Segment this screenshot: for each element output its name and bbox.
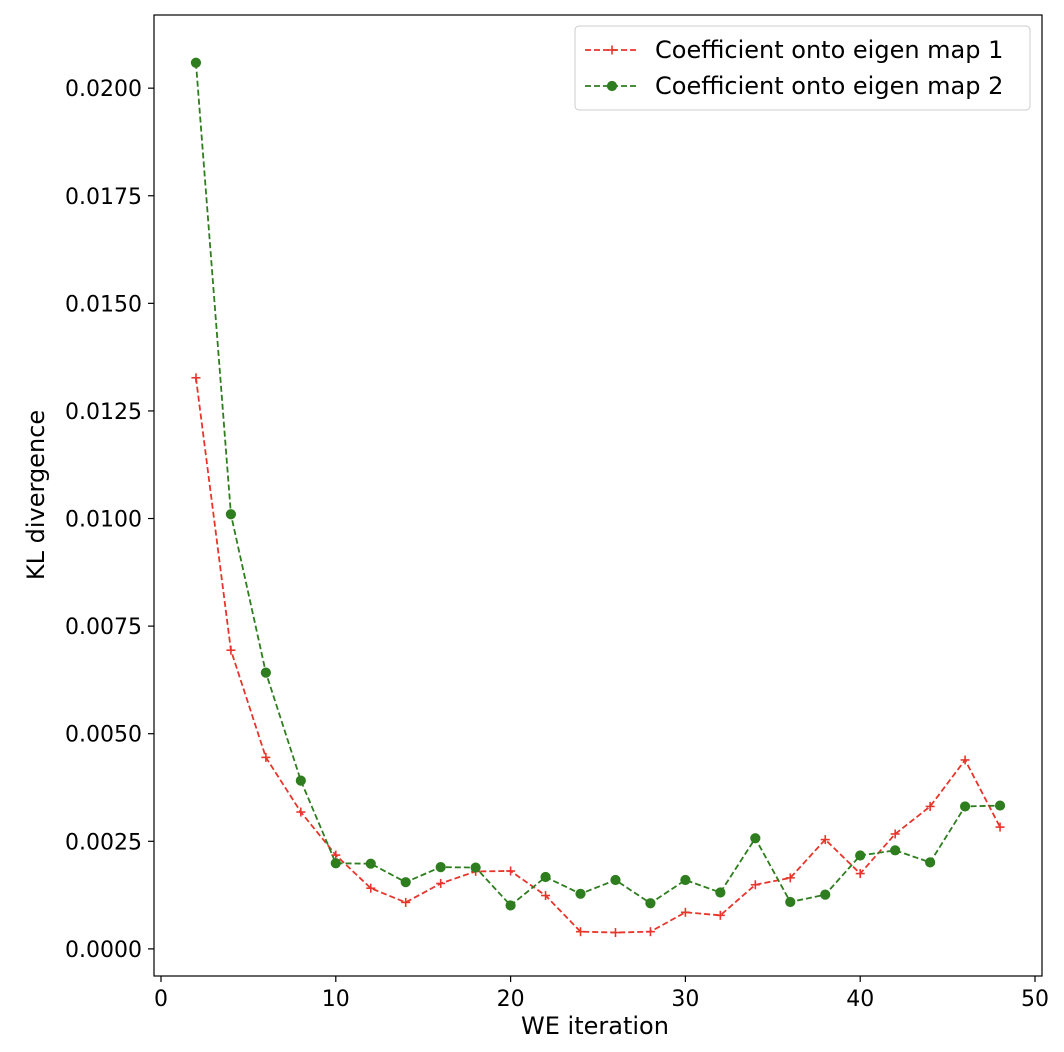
series-layer: [190, 57, 1006, 938]
legend-box: [574, 25, 1031, 111]
series-line-2: [195, 62, 1001, 907]
x-tick-label: 30: [671, 987, 699, 1012]
data-point-series-1: [995, 822, 1005, 832]
data-point-series-1: [855, 869, 865, 879]
x-axis-label: WE iteration: [521, 1012, 669, 1040]
data-point-series-1: [401, 897, 411, 907]
legend-label-2: Coefficient onto eigen map 2: [655, 72, 1003, 100]
legend-entries: Coefficient onto eigen map 1 Coefficient …: [585, 36, 1003, 100]
data-point-series-2: [750, 833, 761, 844]
x-tick-label: 0: [154, 987, 168, 1012]
x-tick-label: 50: [1021, 987, 1049, 1012]
y-axis-label: KL divergence: [22, 410, 50, 580]
data-point-series-2: [855, 850, 866, 861]
x-tick-label: 20: [497, 987, 525, 1012]
data-point-series-2: [820, 889, 831, 900]
data-point-series-2: [435, 862, 446, 873]
data-point-series-2: [715, 887, 726, 898]
data-point-series-1: [226, 645, 236, 655]
legend-marker-1: [607, 45, 617, 55]
data-point-series-2: [785, 896, 796, 908]
data-point-series-2: [400, 877, 411, 888]
data-point-series-1: [820, 835, 830, 845]
y-tick-label: 0.0150: [65, 292, 142, 317]
x-tick-label: 40: [846, 987, 874, 1012]
data-point-series-2: [470, 862, 481, 873]
data-point-series-2: [365, 858, 376, 869]
data-point-series-2: [925, 857, 936, 868]
data-point-series-1: [610, 928, 620, 938]
legend-label-1: Coefficient onto eigen map 1: [655, 36, 1003, 64]
data-point-series-1: [261, 752, 271, 762]
plot-frame: [153, 14, 1043, 977]
data-point-series-1: [890, 829, 900, 839]
y-tick-label: 0.0125: [65, 400, 142, 425]
x-axis-ticks: 0 10 20 30 40 50: [154, 976, 1049, 1012]
y-tick-label: 0.0000: [65, 938, 142, 963]
data-point-series-2: [225, 509, 237, 520]
y-tick-label: 0.0025: [65, 830, 142, 855]
y-tick-label: 0.0200: [65, 77, 142, 102]
data-point-series-2: [575, 888, 586, 899]
y-tick-label: 0.0075: [65, 615, 142, 640]
y-axis-ticks: 0.0000 0.0025 0.0050 0.0075 0.0100 0.0125 0.01…: [65, 77, 154, 963]
data-point-series-2: [680, 874, 691, 886]
data-point-series-1: [436, 878, 446, 888]
data-point-series-1: [680, 907, 690, 917]
data-point-series-2: [260, 667, 271, 678]
data-point-series-2: [610, 874, 621, 886]
data-point-series-1: [366, 883, 376, 893]
data-point-series-1: [331, 850, 341, 860]
data-point-series-1: [645, 927, 655, 937]
legend: Coefficient onto eigen map 1 Coefficient …: [574, 25, 1031, 111]
data-point-series-2: [645, 898, 656, 909]
data-point-series-1: [191, 373, 201, 383]
data-point-series-1: [960, 755, 970, 765]
legend-marker-2: [606, 80, 618, 92]
data-point-series-2: [890, 845, 901, 856]
data-point-series-1: [715, 910, 725, 920]
data-point-series-1: [296, 807, 306, 817]
data-point-series-2: [540, 871, 551, 883]
y-tick-label: 0.0175: [65, 185, 142, 210]
data-point-series-2: [330, 858, 341, 869]
data-point-series-1: [925, 801, 935, 811]
data-point-series-2: [190, 57, 202, 68]
data-point-series-2: [295, 775, 306, 786]
data-point-series-2: [994, 800, 1006, 811]
data-point-series-1: [576, 927, 586, 937]
data-point-series-2: [959, 801, 971, 812]
data-point-series-2: [505, 900, 516, 911]
data-point-series-1: [750, 880, 760, 890]
data-point-series-1: [541, 891, 551, 901]
data-point-series-1: [785, 873, 795, 883]
y-tick-label: 0.0050: [65, 723, 142, 748]
x-tick-label: 10: [322, 987, 350, 1012]
y-tick-label: 0.0100: [65, 508, 142, 533]
data-point-series-1: [506, 866, 516, 876]
